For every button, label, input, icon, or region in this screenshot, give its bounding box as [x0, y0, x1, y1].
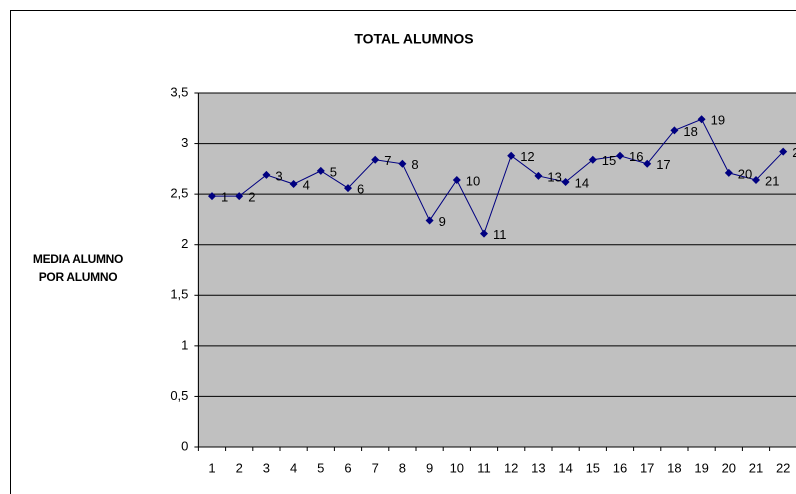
data-point [235, 192, 244, 201]
data-label: 5 [330, 164, 337, 179]
data-label: 11 [493, 227, 507, 242]
x-tick-label: 21 [749, 460, 763, 475]
y-tick-label: 1 [181, 337, 188, 352]
x-tick-label: 18 [667, 460, 681, 475]
x-tick-label: 9 [426, 460, 433, 475]
plot-area [197, 92, 796, 448]
x-tick-label: 12 [504, 460, 518, 475]
y-tick-label: 1,5 [170, 287, 188, 302]
data-point [316, 166, 325, 175]
data-point [480, 229, 488, 238]
data-point [507, 151, 516, 160]
y-tick-label: 3 [181, 135, 188, 150]
x-tick-label: 8 [399, 460, 406, 475]
x-tick-label: 2 [236, 460, 243, 475]
x-tick-label: 5 [317, 460, 324, 475]
data-label: 20 [738, 166, 752, 181]
x-tick-label: 20 [722, 460, 736, 475]
data-point [208, 192, 216, 201]
y-axis-label: MEDIA ALUMNO POR ALUMNO [32, 252, 124, 284]
x-tick-label: 17 [640, 460, 654, 475]
data-point [371, 155, 380, 164]
data-point [262, 170, 271, 179]
data-label: 21 [765, 173, 779, 188]
data-point [724, 168, 733, 177]
x-tick-label: 14 [558, 460, 572, 475]
x-tick-label: 4 [290, 460, 297, 475]
data-label: 22 [792, 145, 796, 160]
data-label: 1 [221, 190, 228, 205]
data-label: 19 [711, 113, 725, 128]
chart-title: TOTAL ALUMNOS [354, 31, 473, 47]
data-label: 6 [357, 182, 364, 197]
data-label: 3 [275, 168, 282, 183]
data-point [670, 126, 679, 135]
data-point [398, 159, 407, 168]
data-label: 14 [575, 175, 589, 190]
data-label: 7 [384, 153, 391, 168]
x-tick-label: 22 [776, 460, 790, 475]
y-tick-label: 2,5 [170, 186, 188, 201]
x-tick-label: 13 [531, 460, 545, 475]
series-line [212, 118, 784, 235]
data-label: 4 [303, 177, 310, 192]
x-tick-label: 11 [477, 460, 491, 475]
data-label: 12 [520, 149, 534, 164]
y-tick-label: 0,5 [170, 388, 188, 403]
data-label: 15 [602, 153, 616, 168]
data-point [561, 178, 570, 187]
data-label: 17 [656, 157, 670, 172]
x-tick-label: 10 [450, 460, 464, 475]
x-tick-label: 19 [694, 460, 708, 475]
data-point [697, 115, 706, 124]
data-point [752, 175, 760, 184]
y-tick-label: 3,5 [170, 84, 188, 99]
data-label: 13 [547, 169, 561, 184]
data-point [425, 216, 434, 225]
x-tick-label: 1 [208, 460, 215, 475]
data-point [452, 175, 461, 184]
x-tick-label: 6 [344, 460, 351, 475]
x-tick-label: 15 [586, 460, 600, 475]
x-tick-label: 16 [613, 460, 627, 475]
x-tick-label: 3 [263, 460, 270, 475]
data-point [588, 155, 597, 164]
data-label: 10 [466, 173, 480, 188]
data-point [643, 159, 652, 168]
data-label: 18 [683, 124, 697, 139]
data-label: 8 [411, 157, 418, 172]
data-point [534, 171, 543, 180]
data-label: 9 [439, 214, 446, 229]
data-point [344, 184, 352, 193]
y-tick-label: 2 [181, 236, 188, 251]
data-point [779, 147, 788, 156]
y-tick-label: 0 [181, 438, 188, 453]
data-label: 2 [248, 190, 255, 205]
data-point [289, 180, 298, 189]
data-point [616, 151, 624, 160]
data-label: 16 [629, 149, 643, 164]
x-tick-label: 7 [372, 460, 379, 475]
